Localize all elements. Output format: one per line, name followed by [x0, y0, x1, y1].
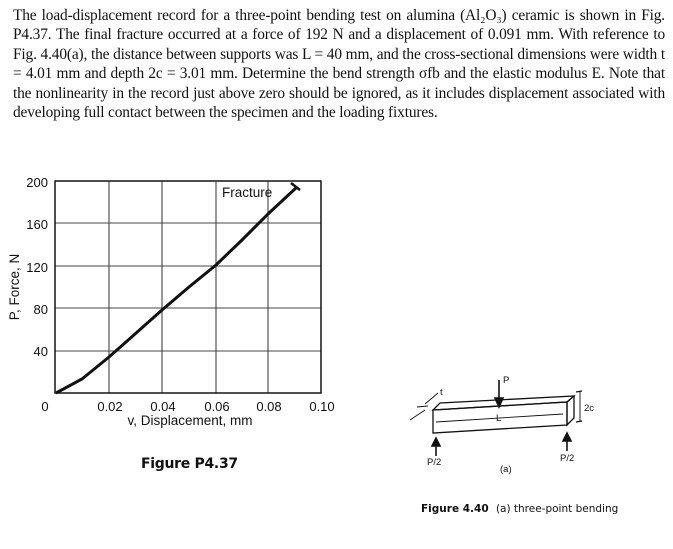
- svg-text:200: 200: [26, 175, 48, 190]
- svg-text:80: 80: [34, 302, 48, 317]
- support-left-label: P/2: [427, 457, 441, 468]
- width-label: t: [440, 387, 443, 398]
- figure-440-caption-bold: Figure 4.40: [421, 503, 489, 515]
- figure-440-caption: Figure 4.40 (a) three-point bending: [421, 503, 618, 515]
- load-arrow-icon: [493, 380, 505, 409]
- svg-text:120: 120: [26, 260, 48, 275]
- support-arrow-right-icon: [561, 431, 573, 451]
- problem-text: The load-displacement record for a three…: [13, 7, 665, 122]
- span-line: [435, 413, 564, 423]
- svg-text:0: 0: [41, 399, 48, 414]
- y-tick-labels: 200 160 120 80 40: [26, 175, 48, 359]
- three-point-bending-diagram: P t 2c L P/2 P/2 (a): [409, 375, 594, 475]
- svg-text:40: 40: [34, 344, 48, 359]
- support-right-label: P/2: [560, 453, 574, 464]
- figure-440-caption-text: (a) three-point bending: [495, 503, 619, 515]
- svg-text:0.06: 0.06: [204, 399, 229, 414]
- beam-end-face: [566, 394, 575, 427]
- support-arrow-left-icon: [430, 436, 442, 456]
- fracture-mark: [290, 182, 301, 191]
- svg-text:0.08: 0.08: [256, 399, 281, 414]
- load-label: P: [503, 375, 509, 386]
- figure-p437-caption: Figure P4.37: [141, 456, 238, 472]
- span-label: L: [496, 413, 501, 424]
- grid: [55, 181, 321, 393]
- x-axis-label: v, Displacement, mm: [127, 413, 252, 428]
- y-axis-label: P, Force, N: [7, 254, 22, 321]
- load-displacement-chart: Fracture 200 160 120 80 40 0 0.02 0.04 0…: [7, 175, 335, 428]
- x-tick-labels: 0 0.02 0.04 0.06 0.08 0.10: [41, 399, 334, 414]
- subfigure-label: (a): [500, 464, 512, 475]
- svg-text:0.02: 0.02: [97, 399, 122, 414]
- svg-text:0.10: 0.10: [309, 399, 334, 414]
- svg-text:0.04: 0.04: [150, 399, 175, 414]
- depth-label: 2c: [584, 403, 594, 414]
- data-curve: [55, 185, 299, 395]
- problem-statement: The load-displacement record for a three…: [13, 6, 665, 122]
- svg-text:160: 160: [26, 217, 48, 232]
- fracture-label: Fracture: [222, 185, 272, 200]
- plot-frame: [54, 180, 322, 394]
